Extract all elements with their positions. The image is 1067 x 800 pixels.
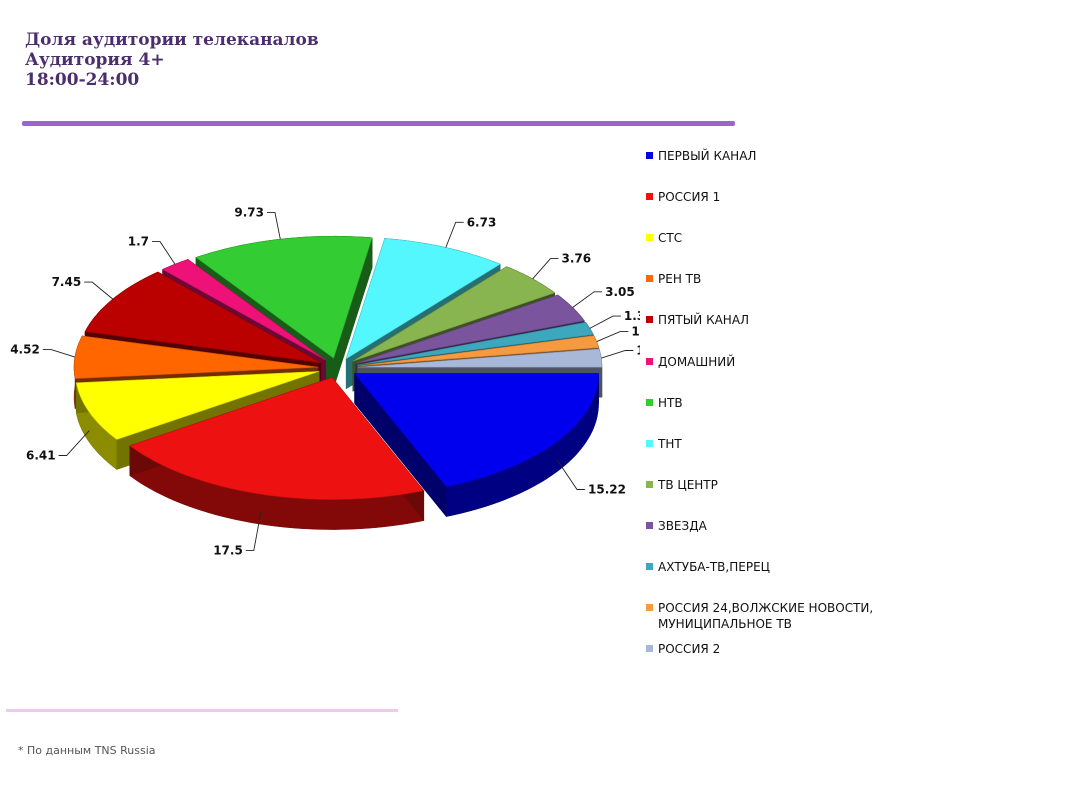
data-label-11: 1.3 bbox=[631, 324, 640, 338]
chart-title: Доля аудитории телеканалов Аудитория 4+ … bbox=[25, 30, 319, 90]
legend-label-11: РОССИЯ 24,ВОЛЖСКИЕ НОВОСТИ, МУНИЦИПАЛЬНО… bbox=[658, 601, 874, 632]
leader-line-11 bbox=[596, 330, 629, 343]
bottom-divider bbox=[6, 709, 398, 712]
legend-swatch-9 bbox=[646, 521, 653, 529]
legend-label-6: НТВ bbox=[658, 395, 683, 410]
top-divider bbox=[22, 121, 735, 126]
data-label-4: 7.45 bbox=[52, 275, 82, 289]
legend-swatch-6 bbox=[646, 398, 653, 406]
pie-slice-0 bbox=[353, 372, 599, 518]
legend-label-0: ПЕРВЫЙ КАНАЛ bbox=[658, 149, 757, 163]
data-label-10: 1.36 bbox=[624, 309, 640, 323]
leader-line-0 bbox=[556, 459, 585, 490]
title-line-2: Аудитория 4+ bbox=[25, 50, 165, 70]
legend-label-7: ТНТ bbox=[658, 436, 682, 451]
data-label-12: 1.93 bbox=[636, 344, 640, 358]
legend-swatch-1 bbox=[646, 193, 653, 201]
leader-line-1 bbox=[245, 512, 262, 551]
leader-line-10 bbox=[589, 315, 621, 329]
data-label-9: 3.05 bbox=[605, 285, 635, 299]
leader-line-4 bbox=[84, 281, 114, 300]
legend-swatch-12 bbox=[646, 645, 653, 653]
leader-line-9 bbox=[572, 291, 603, 308]
leader-line-8 bbox=[532, 258, 559, 280]
legend-label-10: АХТУБА-ТВ,ПЕРЕЦ bbox=[658, 560, 770, 574]
pie-slice-top-0 bbox=[353, 373, 599, 487]
legend-label-12: РОССИЯ 2 bbox=[658, 642, 721, 657]
leader-line-12 bbox=[601, 350, 634, 359]
legend-label-1: РОССИЯ 1 bbox=[658, 190, 721, 205]
legend-swatch-4 bbox=[646, 316, 653, 324]
leader-line-2 bbox=[58, 430, 90, 456]
legend-swatch-0 bbox=[646, 152, 653, 159]
title-line-3: 18:00-24:00 bbox=[25, 70, 140, 90]
data-label-7: 6.73 bbox=[467, 215, 497, 229]
data-label-6: 9.73 bbox=[234, 206, 264, 220]
data-label-8: 3.76 bbox=[562, 252, 592, 266]
legend-swatch-2 bbox=[646, 234, 653, 242]
legend-label-5: ДОМАШНИЙ bbox=[658, 354, 736, 369]
pie-slice-1 bbox=[129, 376, 425, 530]
data-label-3: 4.52 bbox=[10, 342, 40, 356]
legend-swatch-7 bbox=[646, 439, 653, 447]
legend-swatch-10 bbox=[646, 563, 653, 570]
pie-chart: 15.22 17.5 6.41 4.52 7.45 1.7 9.73 6.73 3.76 3.05… bbox=[10, 206, 640, 558]
data-label-0: 15.22 bbox=[588, 483, 626, 497]
legend-label-9: ЗВЕЗДА bbox=[658, 518, 707, 533]
title-line-1: Доля аудитории телеканалов bbox=[25, 30, 319, 50]
data-label-2: 6.41 bbox=[26, 449, 56, 463]
pie-slice-top-2 bbox=[75, 371, 320, 440]
legend-swatch-11 bbox=[646, 604, 653, 612]
leader-line-7 bbox=[445, 221, 464, 248]
legend-swatch-3 bbox=[646, 275, 653, 283]
legend-label-3: РЕН ТВ bbox=[658, 272, 702, 287]
legend-swatch-5 bbox=[646, 357, 653, 365]
pie-slice-top-1 bbox=[129, 377, 425, 500]
leader-line-5 bbox=[152, 241, 176, 265]
leader-line-6 bbox=[267, 212, 281, 240]
data-label-5: 1.7 bbox=[128, 235, 149, 249]
legend-swatch-8 bbox=[646, 480, 653, 488]
leader-line-3 bbox=[42, 348, 76, 358]
legend-label-4: ПЯТЫЙ КАНАЛ bbox=[658, 313, 750, 328]
data-label-1: 17.5 bbox=[213, 543, 243, 557]
legend-label-8: ТВ ЦЕНТР bbox=[658, 477, 718, 492]
source-footnote: * По данным TNS Russia bbox=[18, 744, 156, 757]
legend-label-2: СТС bbox=[658, 231, 683, 246]
